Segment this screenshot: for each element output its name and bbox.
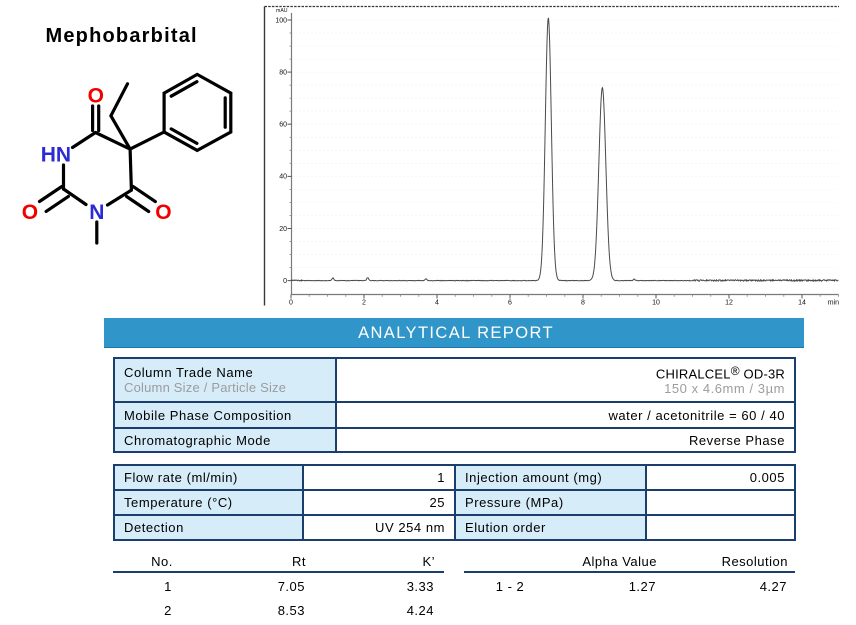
svg-text:10: 10 bbox=[652, 300, 660, 307]
svg-text:8: 8 bbox=[581, 300, 585, 307]
svg-text:14: 14 bbox=[798, 300, 806, 307]
svg-text:60: 60 bbox=[279, 122, 287, 129]
svg-text:O: O bbox=[155, 201, 171, 224]
svg-text:O: O bbox=[88, 85, 104, 108]
svg-text:100: 100 bbox=[275, 17, 287, 24]
svg-text:HN: HN bbox=[41, 143, 71, 166]
svg-text:12: 12 bbox=[725, 300, 733, 307]
svg-text:0: 0 bbox=[283, 278, 287, 285]
svg-text:80: 80 bbox=[279, 69, 287, 76]
svg-text:O: O bbox=[22, 201, 38, 224]
svg-text:0: 0 bbox=[289, 300, 293, 307]
svg-text:20: 20 bbox=[279, 226, 287, 233]
svg-text:4: 4 bbox=[435, 300, 439, 307]
svg-text:6: 6 bbox=[508, 300, 512, 307]
svg-text:mAU: mAU bbox=[276, 8, 288, 14]
svg-text:40: 40 bbox=[279, 174, 287, 181]
svg-text:min: min bbox=[828, 300, 839, 307]
svg-text:N: N bbox=[89, 201, 104, 224]
svg-text:2: 2 bbox=[362, 300, 366, 307]
